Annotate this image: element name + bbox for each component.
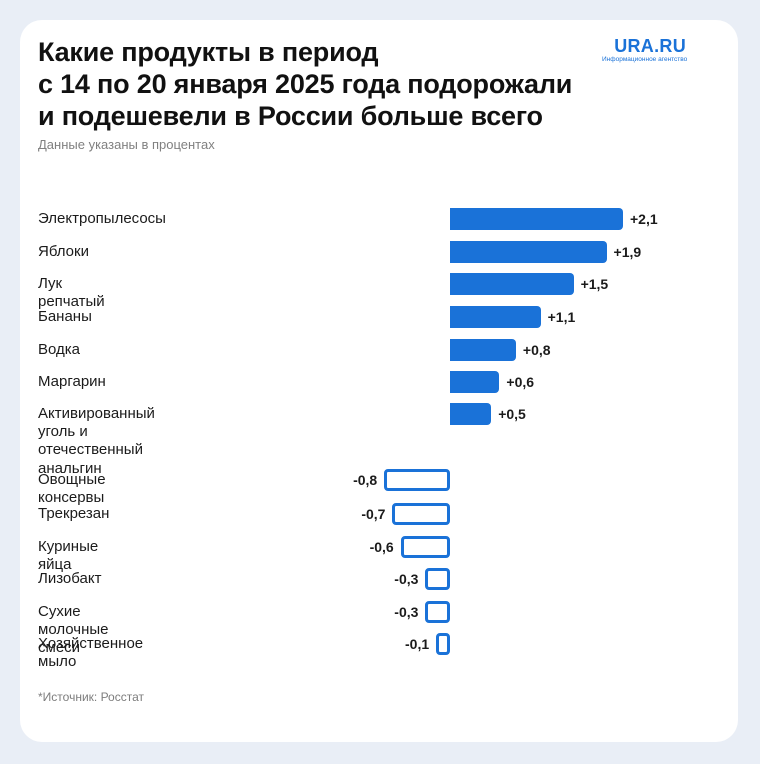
category-label-line: Маргарин	[38, 373, 106, 390]
category-label: Лизобакт	[38, 570, 101, 588]
value-label: +1,9	[613, 244, 642, 260]
category-label-line: Лук репчатый	[38, 275, 105, 310]
bar-increase	[450, 306, 541, 328]
bar-increase	[450, 339, 516, 361]
bar-decrease	[425, 601, 450, 623]
bar-decrease	[400, 536, 450, 558]
value-label: -0,7	[361, 506, 386, 522]
bar-increase	[450, 371, 500, 393]
bar-increase	[450, 208, 623, 230]
title-line-1: Какие продукты в период	[38, 37, 379, 67]
title-line-3: и подешевели в России больше всего	[38, 101, 543, 131]
category-label: Бананы	[38, 308, 92, 326]
bar-decrease	[425, 568, 450, 590]
source-note: *Источник: Росстат	[38, 690, 144, 704]
category-label-line: Водка	[38, 341, 81, 358]
value-label: -0,1	[405, 636, 430, 652]
logo-tagline: Информационное агентство	[602, 56, 688, 63]
bar-increase	[450, 403, 492, 425]
category-label-line: Активированный уголь и отечественный	[38, 405, 155, 458]
category-label-line: Куриные яйца	[38, 538, 99, 573]
value-label: -0,8	[353, 472, 378, 488]
bar-decrease	[392, 503, 450, 525]
value-label: +1,5	[580, 276, 609, 292]
bar-increase	[450, 241, 607, 263]
category-label: Активированный уголь и отечественный анал…	[38, 405, 155, 478]
value-label: +1,1	[547, 309, 576, 325]
logo-name: URA.RU	[614, 36, 686, 56]
category-label-line: Хозяйственное мыло	[38, 635, 144, 670]
category-label-line: Трекрезан	[38, 505, 110, 522]
value-label: +0,5	[498, 406, 526, 422]
chart-subtitle: Данные указаны в процентах	[38, 137, 215, 152]
category-label: Овощные консервы	[38, 471, 106, 507]
category-label: Трекрезан	[38, 505, 109, 523]
category-label: Сухие молочные смеси	[38, 603, 108, 657]
ura-ru-logo: URA.RU Информационное агентство	[602, 36, 688, 64]
category-label-line: анальгин	[38, 460, 102, 477]
category-label-line: Бананы	[38, 308, 92, 325]
value-label: +2,1	[630, 211, 658, 227]
category-label: Водка	[38, 341, 80, 359]
category-label: Маргарин	[38, 373, 106, 391]
title-line-2: с 14 по 20 января 2025 года подорожали	[38, 69, 573, 99]
infographic-card	[20, 20, 738, 742]
category-label-line: Овощные консервы	[38, 471, 106, 506]
value-label: +0,8	[522, 342, 551, 358]
category-label: Хозяйственное мыло	[38, 635, 143, 671]
category-label-line: Лизобакт	[38, 570, 102, 587]
value-label: -0,3	[394, 604, 419, 620]
value-label: +0,6	[506, 374, 535, 390]
category-label: Куриные яйца	[38, 538, 98, 574]
value-label: -0,6	[369, 539, 394, 555]
category-label: Лук репчатый	[38, 275, 105, 311]
chart-title: Какие продукты в период с 14 по 20 январ…	[38, 36, 598, 132]
bar-increase	[450, 273, 574, 295]
category-label-line: Яблоки	[38, 243, 89, 260]
bar-decrease	[436, 633, 450, 655]
category-label-line: Электропылесосы	[38, 210, 166, 227]
category-label-line: Сухие молочные смеси	[38, 603, 109, 656]
value-label: -0,3	[394, 571, 419, 587]
category-label: Яблоки	[38, 243, 89, 261]
bar-decrease	[384, 469, 450, 491]
category-label: Электропылесосы	[38, 210, 166, 228]
